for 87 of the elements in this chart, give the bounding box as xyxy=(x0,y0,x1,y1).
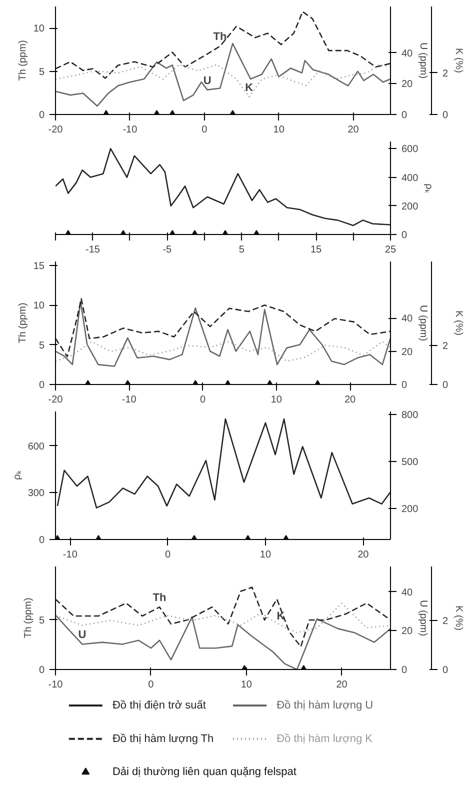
x-tick-label: 0 xyxy=(165,550,172,560)
x-tick-label: 20 xyxy=(358,550,370,560)
annotation: Th xyxy=(213,31,228,44)
y-tick-label: 10 xyxy=(33,24,45,35)
x-tick-label: 5 xyxy=(238,244,245,256)
legend-label: Đồ thị hàm lượng K xyxy=(276,732,374,745)
y-axis-title: Th (ppm) xyxy=(22,598,34,638)
annotation: Th xyxy=(152,592,167,604)
x-tick-label: -10 xyxy=(48,680,64,690)
y2-axis-title: ρₖ xyxy=(423,184,434,194)
y2-axis-title: U (ppm) xyxy=(418,304,429,342)
y2-tick-label: 500 xyxy=(402,456,419,468)
y2-tick-label: 0 xyxy=(402,380,408,391)
x-tick-label: 0 xyxy=(202,124,208,136)
y-tick-label: 5 xyxy=(38,66,45,78)
y3-axis-title: K (%) xyxy=(453,48,464,73)
line-series xyxy=(56,586,390,648)
text: Đồ thị hàm lượng Th xyxy=(112,732,214,745)
x-tick-label: 10 xyxy=(273,124,285,136)
x-tick-label: 0 xyxy=(200,394,206,406)
y2-tick-label: 20 xyxy=(402,79,414,90)
y2-tick-label: 0 xyxy=(402,230,408,241)
annotation: U xyxy=(203,74,212,87)
y-tick-label: 300 xyxy=(28,488,45,500)
line-series xyxy=(56,64,390,98)
y2-axis-title: U (ppm) xyxy=(418,42,429,79)
x-tick-label: -20 xyxy=(48,394,64,406)
x-tick-label: 25 xyxy=(384,244,396,256)
y-axis-title: Th (ppm) xyxy=(17,302,28,344)
x-tick-label: 0 xyxy=(148,680,154,690)
x-tick-label: -20 xyxy=(48,124,64,136)
y3-axis-title: K (%) xyxy=(453,310,464,336)
y-tick-label: 0 xyxy=(38,535,45,546)
x-tick-label: 10 xyxy=(270,394,282,406)
y-tick-label: 5 xyxy=(38,615,45,626)
line-series xyxy=(56,340,390,362)
x-tick-label: -10 xyxy=(122,394,137,406)
y-tick-label: 10 xyxy=(33,300,45,312)
y-tick-label: 5 xyxy=(38,340,45,352)
y2-tick-label: 20 xyxy=(402,346,414,358)
y3-tick-label: 0 xyxy=(442,110,448,121)
y2-tick-label: 400 xyxy=(402,172,419,184)
line-series xyxy=(56,418,390,508)
x-tick-label: -5 xyxy=(162,244,172,256)
y-tick-label: 0 xyxy=(38,665,45,676)
x-tick-label: 15 xyxy=(310,244,322,256)
y3-tick-label: 2 xyxy=(442,68,448,80)
legend-label: Đồ thị điện trở suất xyxy=(112,700,206,712)
y2-axis-title: U (ppm) xyxy=(418,600,429,636)
x-tick-label: -15 xyxy=(85,244,100,256)
y2-tick-label: 200 xyxy=(402,201,419,212)
y2-tick-label: 20 xyxy=(402,626,414,638)
y-tick-label: 15 xyxy=(33,260,45,272)
y2-tick-label: 0 xyxy=(402,110,408,121)
y2-tick-label: 40 xyxy=(402,48,414,60)
y2-tick-label: 200 xyxy=(402,504,419,515)
y-axis-title: ρₖ xyxy=(12,470,23,480)
legend-label: Đồ thị hàm lượng U xyxy=(276,700,374,712)
annotation: U xyxy=(78,629,86,642)
annotation: K xyxy=(245,82,254,94)
x-tick-label: 10 xyxy=(240,680,252,690)
x-tick-label: -10 xyxy=(122,124,138,136)
x-tick-label: 20 xyxy=(348,124,360,136)
y2-tick-label: 600 xyxy=(402,144,419,156)
line-series xyxy=(56,300,390,367)
line-series xyxy=(56,42,390,107)
y3-tick-label: 0 xyxy=(442,665,448,676)
y2-tick-label: 0 xyxy=(402,665,408,676)
y2-tick-label: 40 xyxy=(402,587,414,598)
legend-label: Dải dị thường liên quan quặng felspat xyxy=(112,766,296,778)
x-tick-label: 10 xyxy=(260,550,272,560)
x-tick-label: -10 xyxy=(62,550,78,560)
annotation: K xyxy=(276,610,285,622)
y3-tick-label: 0 xyxy=(442,380,448,391)
y3-axis-title: K (%) xyxy=(453,606,464,630)
y-tick-label: 0 xyxy=(38,110,45,121)
y2-tick-label: 40 xyxy=(402,314,414,325)
y2-tick-label: 800 xyxy=(402,410,419,422)
y3-tick-label: 2 xyxy=(442,340,448,352)
y3-tick-label: 2 xyxy=(442,616,448,627)
y-tick-label: 600 xyxy=(28,441,45,452)
x-tick-label: 20 xyxy=(344,394,356,406)
line-series xyxy=(56,148,390,226)
y-axis-title: Th (ppm) xyxy=(17,40,28,81)
line-series xyxy=(56,298,390,358)
y-tick-label: 0 xyxy=(38,380,45,391)
x-tick-label: 20 xyxy=(336,680,348,690)
